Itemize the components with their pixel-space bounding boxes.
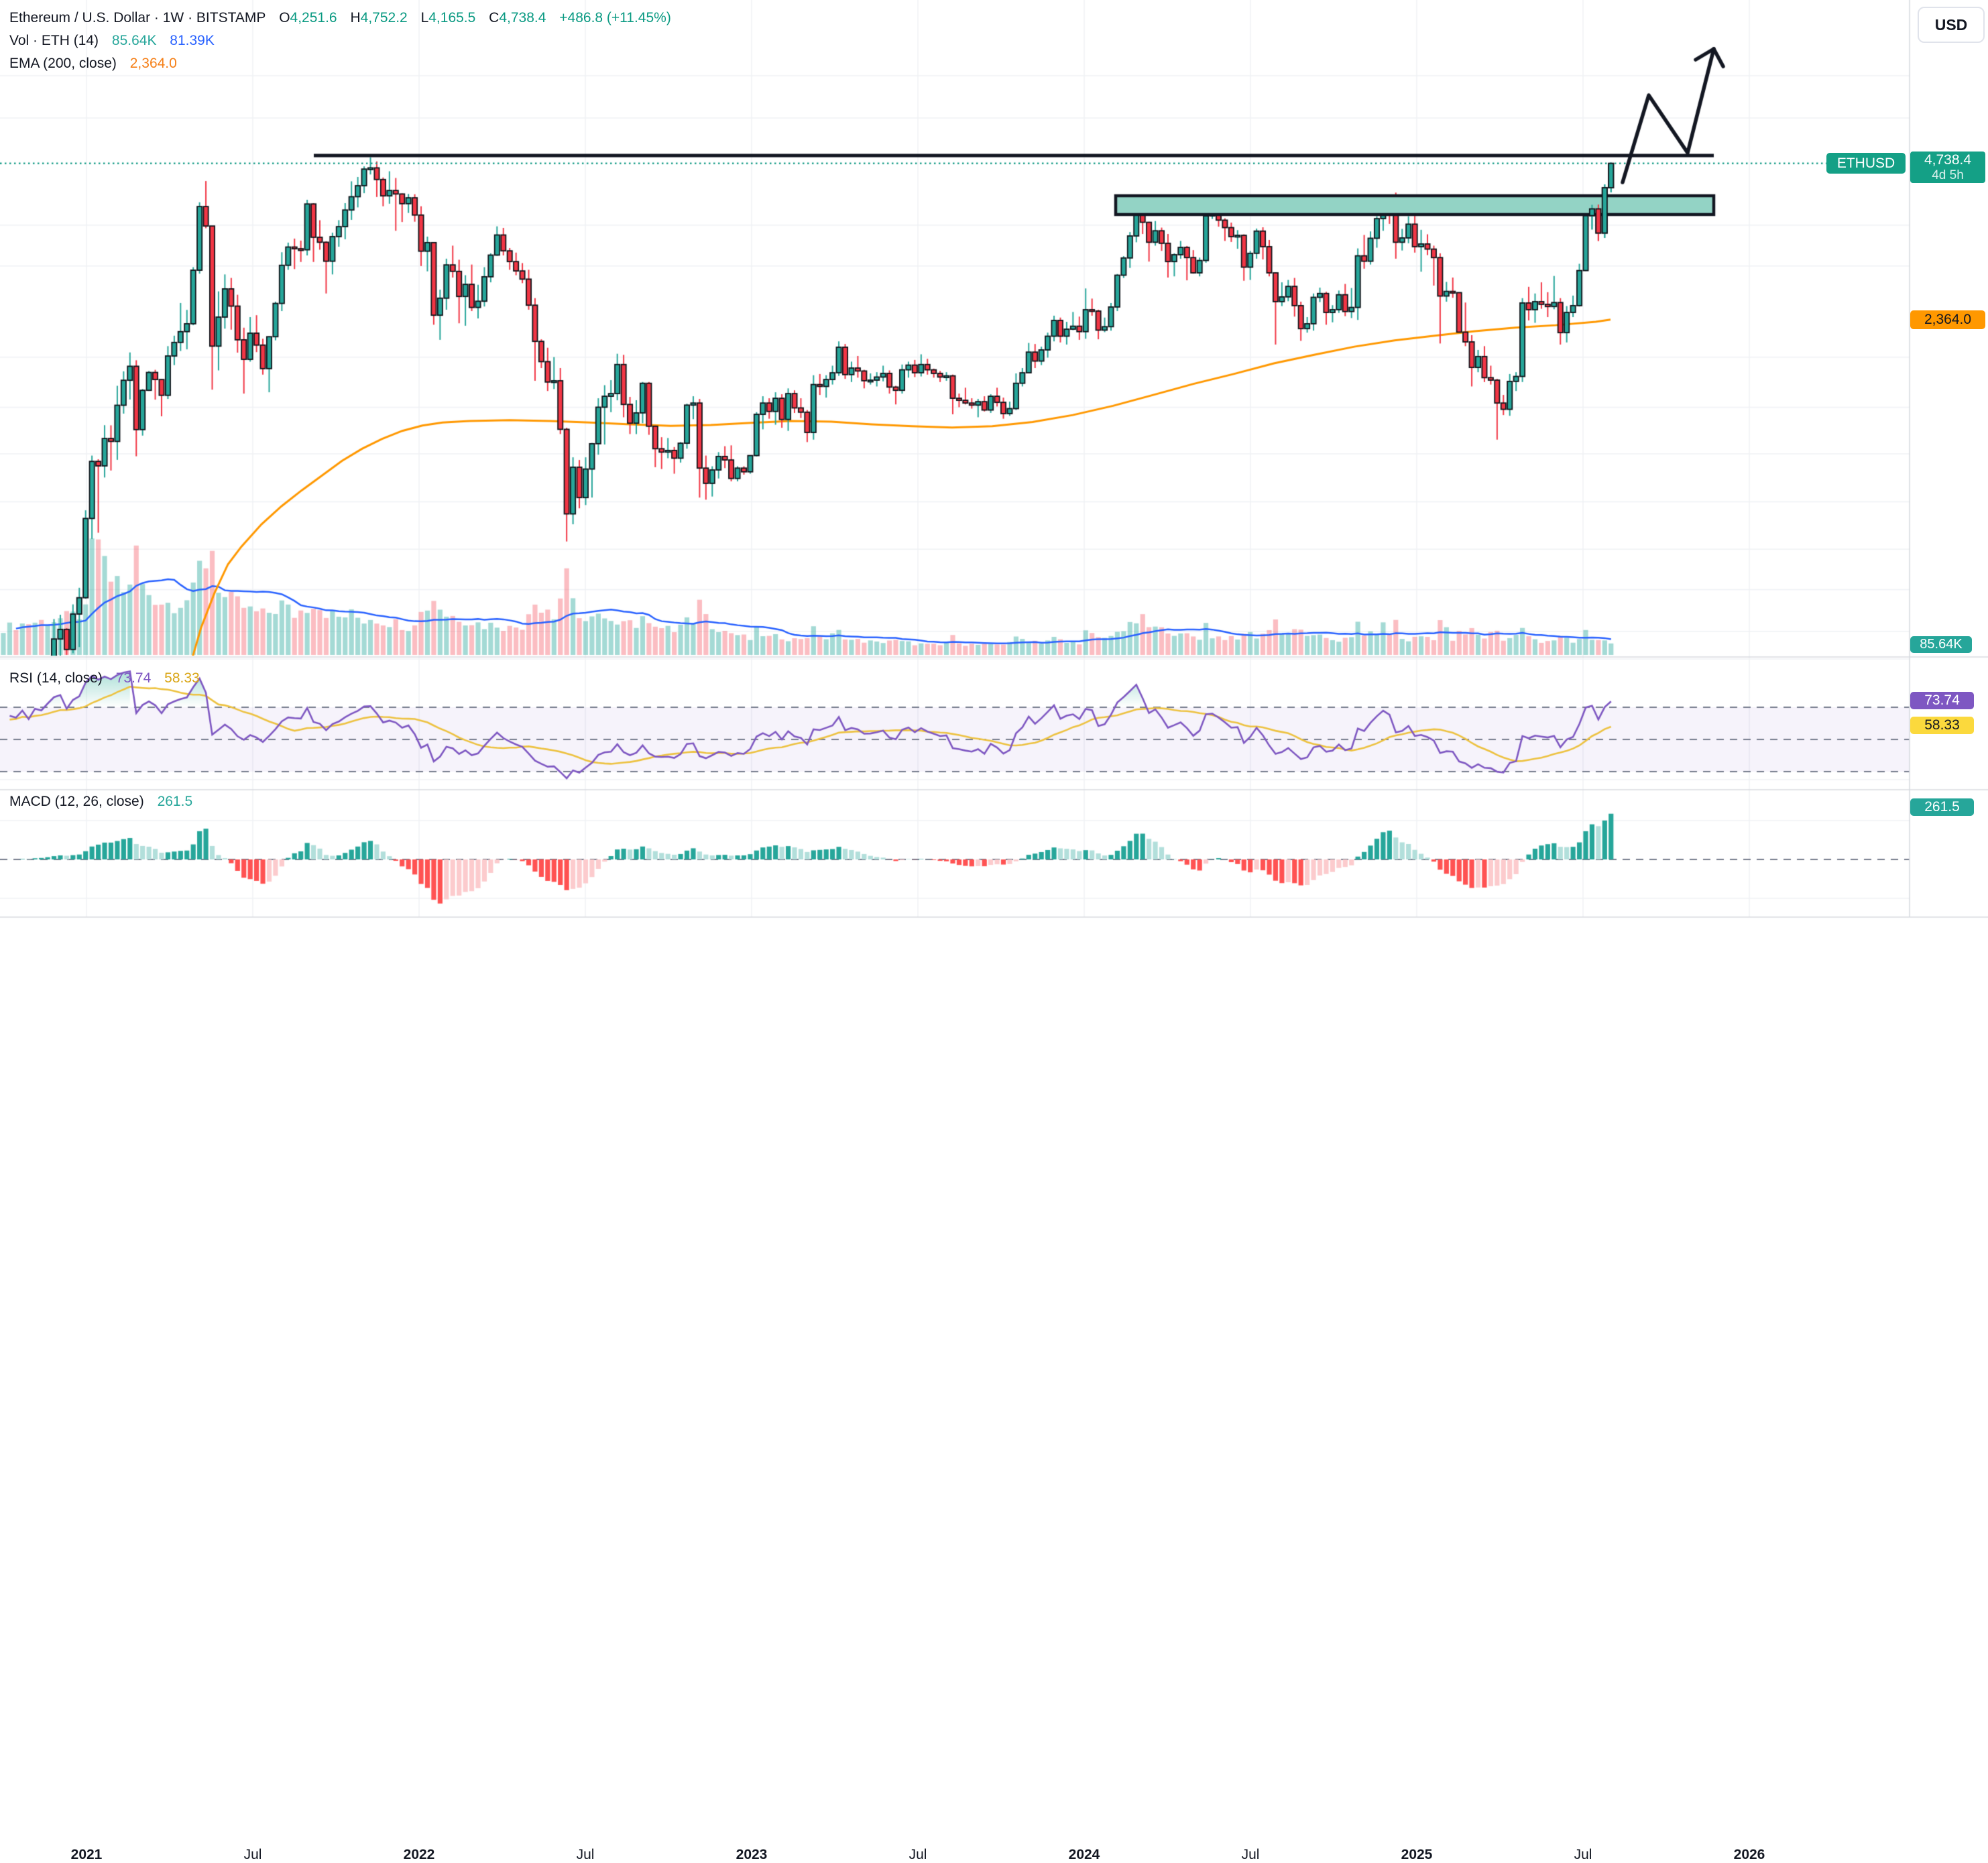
ohlc-open-value: 4,251.6 bbox=[290, 10, 337, 25]
rsi-ma-value: 58.33 bbox=[164, 670, 200, 686]
ohlc-low-label: L bbox=[420, 10, 429, 25]
time-axis-label: Jul bbox=[243, 1847, 262, 1862]
rsi-value: 73.74 bbox=[115, 670, 152, 686]
volume-ma-value: 81.39K bbox=[170, 33, 215, 48]
rsi-badge: 73.74 bbox=[1910, 692, 1974, 709]
time-axis[interactable]: 2021 Jul 2022 Jul 2023 Jul 2024 Jul 2025 Jul 2026 bbox=[0, 918, 1988, 1862]
last-price-badge: 4,738.4 4d 5h bbox=[1910, 152, 1985, 183]
rsi-ma-badge: 58.33 bbox=[1910, 717, 1974, 734]
volume-badge: 85.64K bbox=[1910, 636, 1972, 653]
ohlc-high-value: 4,752.2 bbox=[360, 10, 408, 25]
ema-value: 2,364.0 bbox=[129, 56, 177, 71]
time-axis-label: Jul bbox=[1241, 1847, 1260, 1862]
ema-legend-label: EMA (200, close) bbox=[9, 56, 117, 71]
time-axis-label: Jul bbox=[909, 1847, 927, 1862]
volume-legend-label: Vol · ETH (14) bbox=[9, 33, 99, 48]
time-axis-label: 2026 bbox=[1733, 1847, 1765, 1862]
volume-legend[interactable]: Vol · ETH (14) 85.64K 81.39K bbox=[9, 33, 215, 49]
time-axis-label: 2022 bbox=[403, 1847, 435, 1862]
time-axis-label: Jul bbox=[576, 1847, 595, 1862]
time-axis-label: 2025 bbox=[1401, 1847, 1433, 1862]
macd-legend-label: MACD (12, 26, close) bbox=[9, 794, 144, 809]
time-axis-label: 2024 bbox=[1068, 1847, 1100, 1862]
ohlc-open-label: O bbox=[279, 10, 290, 25]
rsi-legend-label: RSI (14, close) bbox=[9, 670, 103, 686]
ohlc-high-label: H bbox=[350, 10, 361, 25]
macd-legend[interactable]: MACD (12, 26, close) 261.5 bbox=[9, 794, 192, 810]
time-axis-label: 2023 bbox=[736, 1847, 768, 1862]
last-price-symbol-pill: ETHUSD bbox=[1826, 153, 1906, 174]
ema-price-badge: 2,364.0 bbox=[1910, 310, 1985, 329]
ohlc-close-label: C bbox=[489, 10, 500, 25]
ohlc-low-value: 4,165.5 bbox=[428, 10, 476, 25]
rsi-legend[interactable]: RSI (14, close) 73.74 58.33 bbox=[9, 670, 200, 686]
chart-canvas[interactable] bbox=[0, 0, 1988, 957]
volume-value: 85.64K bbox=[111, 33, 157, 48]
time-axis-label: 2021 bbox=[70, 1847, 103, 1862]
symbol-title: Ethereum / U.S. Dollar · 1W · BITSTAMP bbox=[9, 10, 266, 25]
change-value: +486.8 (+11.45%) bbox=[559, 10, 671, 25]
macd-value: 261.5 bbox=[157, 794, 193, 809]
last-price-value: 4,738.4 bbox=[1924, 152, 1972, 168]
ohlc-close-value: 4,738.4 bbox=[499, 10, 546, 25]
bar-countdown: 4d 5h bbox=[1932, 168, 1964, 182]
macd-badge: 261.5 bbox=[1910, 798, 1974, 816]
currency-toggle-button[interactable]: USD bbox=[1918, 7, 1985, 43]
time-axis-label: Jul bbox=[1574, 1847, 1592, 1862]
ema-legend[interactable]: EMA (200, close) 2,364.0 bbox=[9, 56, 177, 72]
price-axis[interactable]: 7,000.05,800.03,600.03,000.02,000.01,600… bbox=[1910, 0, 1988, 917]
symbol-legend[interactable]: Ethereum / U.S. Dollar · 1W · BITSTAMP O… bbox=[9, 10, 671, 26]
